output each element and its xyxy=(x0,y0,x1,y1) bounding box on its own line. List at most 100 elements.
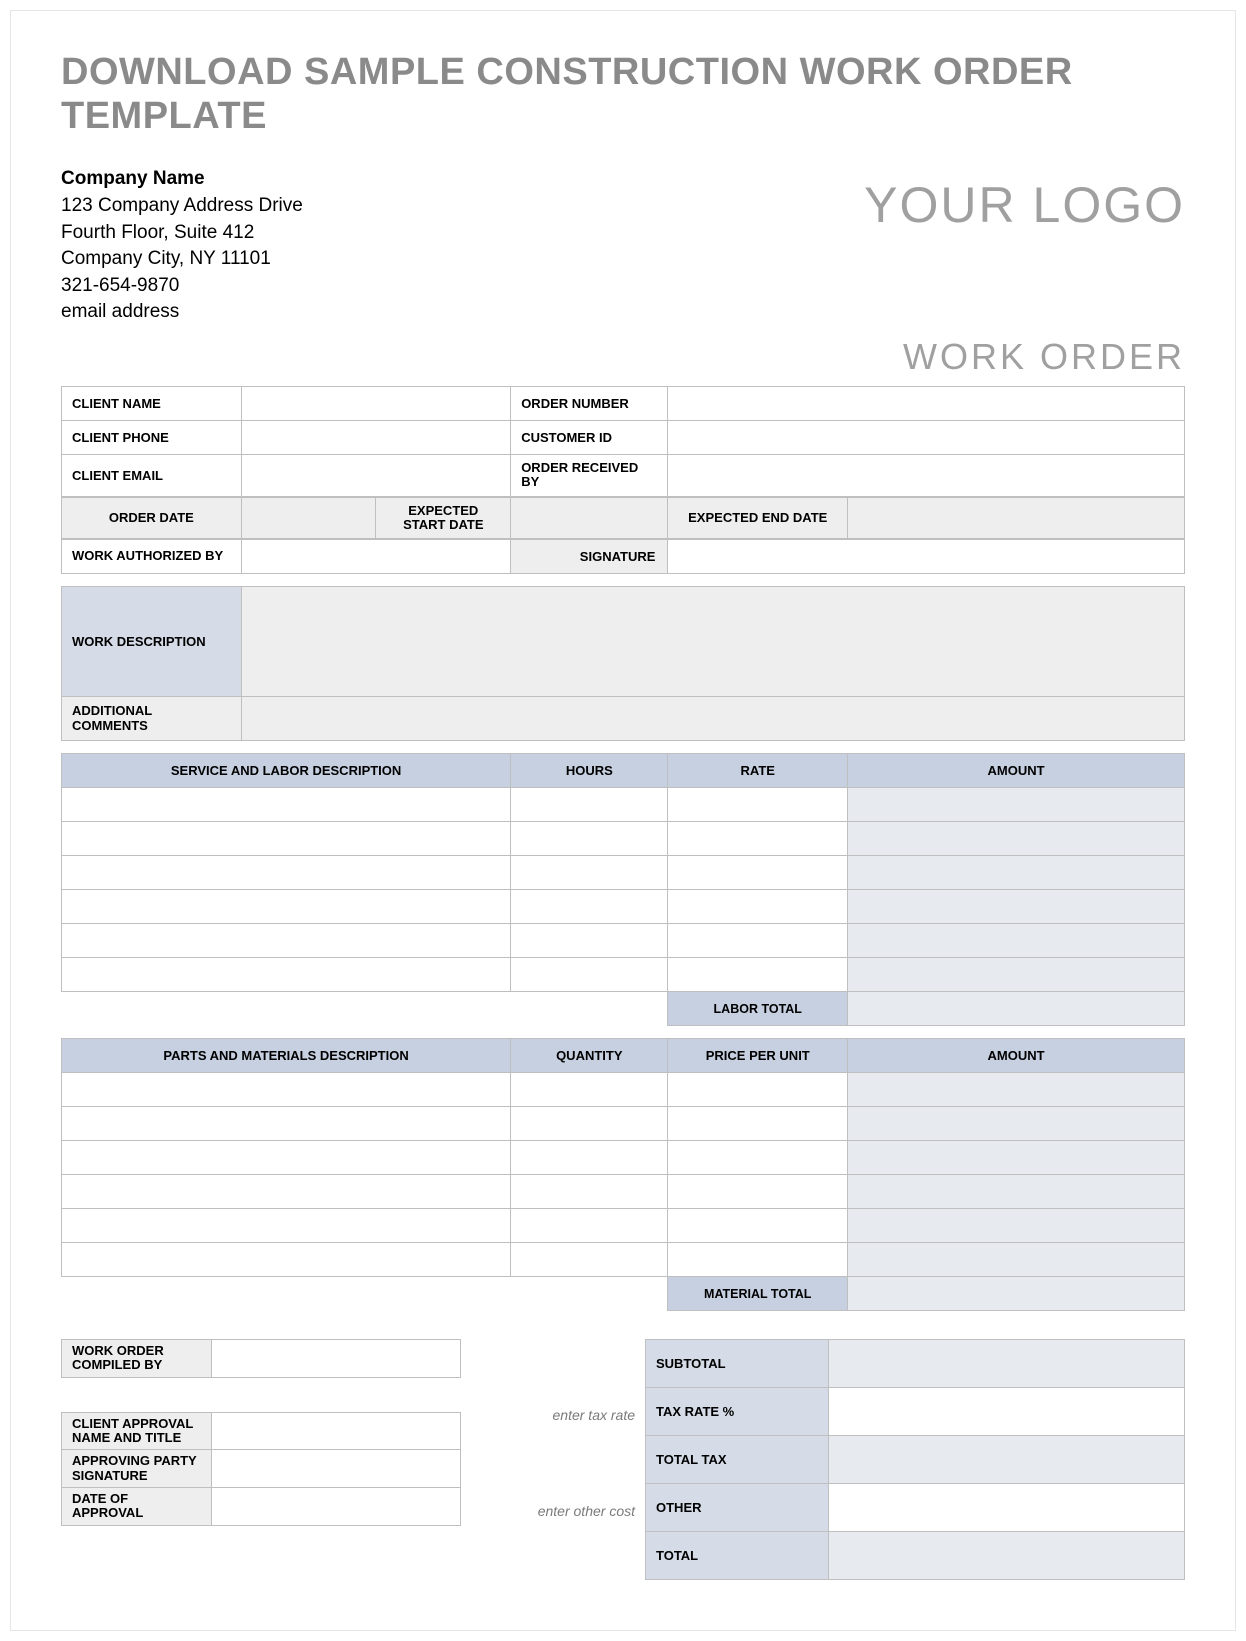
val-addl-comments[interactable] xyxy=(241,697,1184,741)
labor-rate[interactable] xyxy=(668,890,848,924)
mat-price[interactable] xyxy=(668,1175,848,1209)
val-work-auth[interactable] xyxy=(241,540,511,574)
labor-desc[interactable] xyxy=(62,822,511,856)
labor-desc[interactable] xyxy=(62,924,511,958)
company-name: Company Name xyxy=(61,166,303,193)
val-signature[interactable] xyxy=(668,540,1185,574)
val-order-received-by[interactable] xyxy=(668,454,1185,496)
mat-amount[interactable] xyxy=(848,1175,1185,1209)
mat-price[interactable] xyxy=(668,1141,848,1175)
mat-desc[interactable] xyxy=(62,1209,511,1243)
val-expected-start[interactable] xyxy=(511,497,668,539)
val-date-approval[interactable] xyxy=(212,1487,461,1525)
mat-qty[interactable] xyxy=(511,1175,668,1209)
mat-qty[interactable] xyxy=(511,1073,668,1107)
val-tax-rate[interactable] xyxy=(829,1388,1185,1436)
mat-total-label: MATERIAL TOTAL xyxy=(668,1277,848,1311)
mat-hdr-qty: QUANTITY xyxy=(511,1039,668,1073)
labor-total-label: LABOR TOTAL xyxy=(668,992,848,1026)
labor-hours[interactable] xyxy=(511,924,668,958)
labor-table: SERVICE AND LABOR DESCRIPTION HOURS RATE… xyxy=(61,753,1185,1026)
labor-rate[interactable] xyxy=(668,856,848,890)
summary-table: SUBTOTAL TAX RATE % TOTAL TAX OTHER TOTA… xyxy=(645,1339,1185,1580)
mat-price[interactable] xyxy=(668,1073,848,1107)
val-total[interactable] xyxy=(829,1532,1185,1580)
val-subtotal[interactable] xyxy=(829,1340,1185,1388)
mat-desc[interactable] xyxy=(62,1107,511,1141)
mat-qty[interactable] xyxy=(511,1107,668,1141)
labor-hours[interactable] xyxy=(511,958,668,992)
val-client-phone[interactable] xyxy=(241,420,511,454)
labor-total-value[interactable] xyxy=(848,992,1185,1026)
labor-hours[interactable] xyxy=(511,890,668,924)
lbl-compiled-by: WORK ORDER COMPILED BY xyxy=(62,1340,212,1378)
val-customer-id[interactable] xyxy=(668,420,1185,454)
labor-hours[interactable] xyxy=(511,788,668,822)
lbl-approving-sig: APPROVING PARTY SIGNATURE xyxy=(62,1450,212,1488)
val-order-number[interactable] xyxy=(668,386,1185,420)
labor-desc[interactable] xyxy=(62,890,511,924)
labor-hdr-amount: AMOUNT xyxy=(848,754,1185,788)
labor-desc[interactable] xyxy=(62,788,511,822)
labor-amount[interactable] xyxy=(848,822,1185,856)
mat-amount[interactable] xyxy=(848,1107,1185,1141)
val-compiled-by[interactable] xyxy=(212,1340,461,1378)
mat-price[interactable] xyxy=(668,1243,848,1277)
mat-price[interactable] xyxy=(668,1107,848,1141)
mat-desc[interactable] xyxy=(62,1175,511,1209)
val-client-name[interactable] xyxy=(241,386,511,420)
labor-amount[interactable] xyxy=(848,788,1185,822)
company-addr2: Fourth Floor, Suite 412 xyxy=(61,220,303,247)
labor-total-spacer xyxy=(62,992,668,1026)
mat-hdr-desc: PARTS AND MATERIALS DESCRIPTION xyxy=(62,1039,511,1073)
val-work-desc[interactable] xyxy=(241,587,1184,697)
mat-amount[interactable] xyxy=(848,1243,1185,1277)
lbl-total-tax: TOTAL TAX xyxy=(646,1436,829,1484)
labor-desc[interactable] xyxy=(62,958,511,992)
mat-amount[interactable] xyxy=(848,1141,1185,1175)
labor-hdr-rate: RATE xyxy=(668,754,848,788)
labor-amount[interactable] xyxy=(848,958,1185,992)
company-phone: 321-654-9870 xyxy=(61,273,303,300)
lbl-work-auth: WORK AUTHORIZED BY xyxy=(62,540,242,574)
lbl-total: TOTAL xyxy=(646,1532,829,1580)
labor-rate[interactable] xyxy=(668,958,848,992)
mat-total-value[interactable] xyxy=(848,1277,1185,1311)
company-addr1: 123 Company Address Drive xyxy=(61,193,303,220)
val-order-date[interactable] xyxy=(241,497,376,539)
labor-desc[interactable] xyxy=(62,856,511,890)
approval-table: CLIENT APPROVAL NAME AND TITLE APPROVING… xyxy=(61,1412,461,1526)
lbl-client-phone: CLIENT PHONE xyxy=(62,420,242,454)
mat-qty[interactable] xyxy=(511,1209,668,1243)
val-client-email[interactable] xyxy=(241,454,511,496)
mat-qty[interactable] xyxy=(511,1141,668,1175)
labor-rate[interactable] xyxy=(668,924,848,958)
mat-desc[interactable] xyxy=(62,1141,511,1175)
val-other[interactable] xyxy=(829,1484,1185,1532)
mat-amount[interactable] xyxy=(848,1209,1185,1243)
materials-table: PARTS AND MATERIALS DESCRIPTION QUANTITY… xyxy=(61,1038,1185,1311)
val-approving-sig[interactable] xyxy=(212,1450,461,1488)
val-total-tax[interactable] xyxy=(829,1436,1185,1484)
mat-price[interactable] xyxy=(668,1209,848,1243)
lbl-date-approval: DATE OF APPROVAL xyxy=(62,1487,212,1525)
lbl-client-email: CLIENT EMAIL xyxy=(62,454,242,496)
labor-rate[interactable] xyxy=(668,788,848,822)
labor-amount[interactable] xyxy=(848,924,1185,958)
labor-rate[interactable] xyxy=(668,822,848,856)
mat-amount[interactable] xyxy=(848,1073,1185,1107)
labor-hours[interactable] xyxy=(511,856,668,890)
labor-amount[interactable] xyxy=(848,890,1185,924)
val-expected-end[interactable] xyxy=(848,497,1185,539)
hint-tax: enter tax rate xyxy=(461,1391,645,1439)
mat-desc[interactable] xyxy=(62,1073,511,1107)
labor-hours[interactable] xyxy=(511,822,668,856)
mat-hdr-price: PRICE PER UNIT xyxy=(668,1039,848,1073)
mat-total-spacer xyxy=(62,1277,668,1311)
labor-amount[interactable] xyxy=(848,856,1185,890)
val-client-approval[interactable] xyxy=(212,1412,461,1450)
company-block: Company Name 123 Company Address Drive F… xyxy=(61,166,303,326)
dates-table: ORDER DATE EXPECTED START DATE EXPECTED … xyxy=(61,497,1185,540)
mat-desc[interactable] xyxy=(62,1243,511,1277)
mat-qty[interactable] xyxy=(511,1243,668,1277)
